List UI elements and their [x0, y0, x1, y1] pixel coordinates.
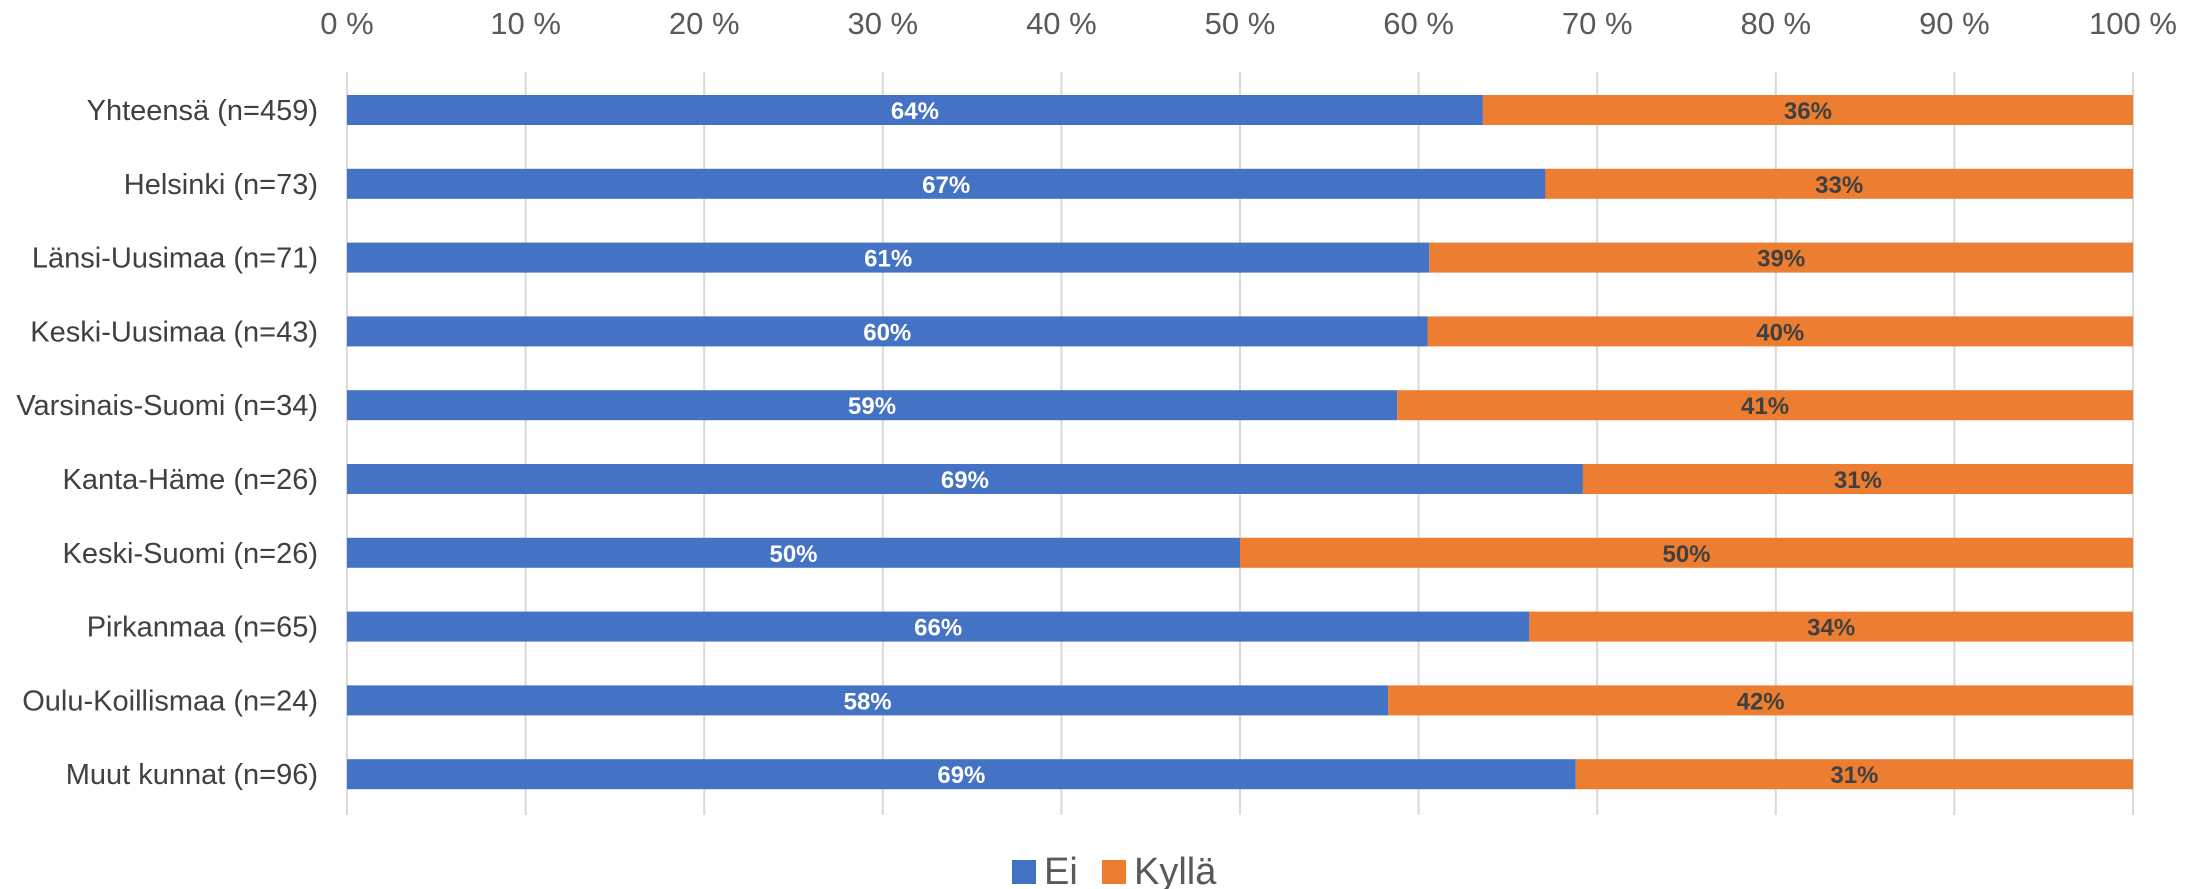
- data-label: 60%: [863, 319, 911, 346]
- bar-segment-ei: [347, 95, 1483, 125]
- data-label: 61%: [864, 246, 912, 273]
- legend-swatch-kylla: [1102, 860, 1126, 884]
- bar-segment-ei: [347, 611, 1530, 642]
- data-label: 31%: [1834, 467, 1882, 494]
- bar-segment-ei: [347, 537, 1240, 568]
- bar-segment-kylla: [1429, 242, 2133, 273]
- data-label: 50%: [769, 541, 817, 568]
- x-tick-label: 40 %: [1026, 6, 1097, 41]
- legend-label-ei: Ei: [1044, 851, 1078, 889]
- x-tick-label: 50 %: [1205, 6, 1276, 41]
- data-label: 33%: [1815, 172, 1863, 199]
- category-label: Keski-Suomi (n=26): [63, 538, 318, 570]
- bar-segment-ei: [347, 464, 1583, 494]
- data-label: 58%: [844, 688, 892, 715]
- category-label: Yhteensä (n=459): [87, 95, 318, 127]
- x-axis-ticks: 0 % 10 % 20 % 30 % 40 % 50 % 60 % 70 % 80 % 90 % 1…: [320, 6, 2177, 41]
- legend-label-kylla: Kyllä: [1134, 851, 1217, 889]
- data-label: 67%: [922, 172, 970, 199]
- data-label: 36%: [1784, 98, 1832, 125]
- data-label: 40%: [1756, 319, 1804, 346]
- bar-segment-kylla: [1582, 464, 2133, 494]
- x-tick-label: 90 %: [1919, 6, 1990, 41]
- bar-segment-kylla: [1397, 390, 2133, 421]
- category-labels: Yhteensä (n=459) Helsinki (n=73) Länsi-Uus…: [16, 95, 318, 791]
- bar-segment-ei: [347, 390, 1398, 421]
- data-label: 69%: [941, 467, 989, 494]
- bar-segment-kylla: [1388, 685, 2133, 716]
- x-tick-label: 0 %: [320, 6, 373, 41]
- x-tick-label: 70 %: [1562, 6, 1633, 41]
- x-tick-label: 30 %: [847, 6, 918, 41]
- data-label: 34%: [1807, 615, 1855, 642]
- category-label: Kanta-Häme (n=26): [63, 464, 319, 496]
- data-label: 41%: [1741, 393, 1789, 420]
- bar-segment-ei: [347, 685, 1389, 716]
- data-label: 50%: [1662, 541, 1710, 568]
- bar-segment-kylla: [1575, 759, 2133, 790]
- bar-segment-ei: [347, 759, 1576, 790]
- category-label: Länsi-Uusimaa (n=71): [32, 243, 318, 275]
- data-label: 64%: [891, 98, 939, 125]
- legend-swatch-ei: [1012, 860, 1036, 884]
- data-label: 69%: [937, 762, 985, 789]
- data-label: 42%: [1737, 688, 1785, 715]
- x-tick-label: 20 %: [669, 6, 740, 41]
- data-label: 66%: [914, 615, 962, 642]
- category-label: Oulu-Koillismaa (n=24): [22, 685, 318, 717]
- category-label: Muut kunnat (n=96): [66, 759, 318, 791]
- category-label: Keski-Uusimaa (n=43): [30, 316, 318, 348]
- category-label: Varsinais-Suomi (n=34): [16, 390, 318, 422]
- bar-segment-kylla: [1529, 611, 2133, 642]
- bar-segment-ei: [347, 242, 1430, 273]
- x-tick-label: 60 %: [1383, 6, 1454, 41]
- x-tick-label: 80 %: [1740, 6, 1811, 41]
- data-label: 31%: [1830, 762, 1878, 789]
- bar-segment-kylla: [1240, 537, 2133, 568]
- bar-segment-ei: [347, 316, 1428, 347]
- bar-segment-kylla: [1427, 316, 2133, 347]
- bar-segment-ei: [347, 168, 1546, 199]
- x-tick-label: 100 %: [2089, 6, 2177, 41]
- legend: Ei Kyllä: [1012, 851, 1217, 889]
- data-label: 39%: [1757, 246, 1805, 273]
- data-label: 59%: [848, 393, 896, 420]
- bars: 64% 36% 67% 33% 61% 39% 60% 40% 59% 41% 69% 31% 50% 5…: [347, 95, 2133, 790]
- bar-segment-kylla: [1545, 168, 2133, 199]
- category-label: Pirkanmaa (n=65): [87, 612, 318, 644]
- category-label: Helsinki (n=73): [124, 169, 318, 201]
- x-tick-label: 10 %: [490, 6, 561, 41]
- bar-segment-kylla: [1482, 95, 2133, 125]
